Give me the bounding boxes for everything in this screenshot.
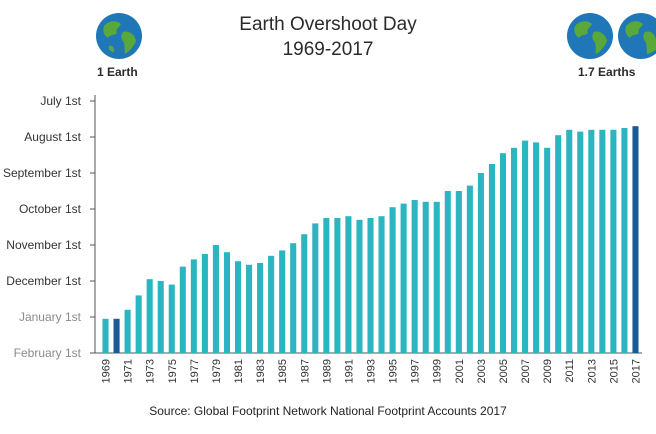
bar	[488, 164, 495, 353]
bar	[124, 309, 131, 353]
y-tick-label: December 1st	[6, 274, 81, 288]
bar	[477, 173, 484, 353]
bar	[312, 223, 319, 353]
bar	[102, 318, 109, 353]
x-tick-label: 2007	[520, 359, 532, 383]
bar	[566, 129, 573, 353]
bar	[113, 318, 120, 353]
y-tick-label: November 1st	[6, 238, 81, 252]
bar	[323, 218, 330, 353]
x-tick-label: 2001	[454, 359, 466, 383]
source-note: Source: Global Footprint Network Nationa…	[149, 404, 507, 418]
bar	[632, 126, 639, 353]
y-tick-label: October 1st	[19, 202, 82, 216]
y-tick-label: August 1st	[24, 130, 81, 144]
y-tick-label: July 1st	[40, 94, 81, 108]
x-tick-label: 1971	[123, 359, 135, 383]
title-line-1: Earth Overshoot Day	[239, 14, 417, 35]
bar	[179, 266, 186, 353]
bar	[201, 254, 208, 353]
x-tick-label: 1999	[432, 359, 444, 383]
bar	[422, 201, 429, 353]
x-tick-label: 2003	[476, 359, 488, 383]
x-tick-label: 2011	[564, 359, 576, 383]
one-point-seven-earths-label: 1.7 Earths	[578, 65, 636, 79]
bar	[610, 129, 617, 353]
x-tick-label: 1973	[145, 359, 157, 383]
bar	[455, 191, 462, 353]
x-tick-label: 1981	[233, 359, 245, 383]
bar	[279, 250, 286, 353]
bar	[257, 263, 264, 353]
x-tick-label: 1991	[343, 359, 355, 383]
x-tick-label: 2017	[630, 359, 642, 383]
bar	[356, 219, 363, 353]
x-tick-label: 1983	[255, 359, 267, 383]
bar	[400, 203, 407, 353]
bar	[555, 135, 562, 353]
x-tick-label: 1985	[277, 359, 289, 383]
bar	[212, 245, 219, 353]
bar	[533, 142, 540, 353]
bar	[577, 131, 584, 353]
bar	[433, 201, 440, 353]
bar	[146, 279, 153, 353]
x-tick-label: 2009	[542, 359, 554, 383]
bar	[157, 281, 164, 353]
x-tick-label: 1979	[211, 359, 223, 383]
x-tick-label: 2005	[498, 359, 510, 383]
earth-globe-icon	[96, 13, 142, 59]
bar	[223, 252, 231, 353]
bar	[301, 234, 308, 353]
bar	[444, 191, 451, 353]
bar	[290, 243, 297, 353]
y-tick-label: January 1st	[19, 310, 82, 324]
bar	[621, 128, 628, 353]
x-tick-label: 1997	[410, 359, 422, 383]
bar	[389, 207, 396, 353]
title-line-2: 1969-2017	[282, 39, 374, 60]
bar	[168, 284, 175, 353]
chart-title: Earth Overshoot Day 1969-2017	[0, 12, 656, 62]
bar	[345, 216, 352, 353]
bar	[378, 216, 385, 353]
x-tick-label: 1977	[189, 359, 201, 383]
x-tick-label: 1987	[299, 359, 311, 383]
x-tick-label: 1969	[101, 359, 113, 383]
bar	[135, 295, 142, 353]
bar	[234, 261, 242, 353]
bar	[510, 147, 518, 353]
bar	[411, 200, 418, 353]
x-tick-label: 2015	[608, 359, 620, 383]
bar	[334, 218, 341, 353]
x-tick-label: 1989	[321, 359, 333, 383]
bar	[499, 153, 507, 353]
x-tick-label: 1993	[366, 359, 378, 383]
bar	[367, 218, 374, 353]
one-earth-label: 1 Earth	[97, 65, 138, 79]
bar	[599, 129, 606, 353]
x-tick-label: 1995	[388, 359, 400, 383]
y-tick-label: February 1st	[14, 346, 82, 360]
bar	[268, 255, 275, 353]
bar	[588, 129, 595, 353]
two-earth-globes-icon	[567, 13, 656, 59]
bar	[544, 147, 551, 353]
x-tick-label: 2013	[586, 359, 598, 383]
x-tick-label: 1975	[167, 359, 179, 383]
bar	[246, 264, 253, 353]
bar	[190, 259, 197, 353]
bar	[466, 185, 473, 353]
y-tick-label: September 1st	[3, 166, 82, 180]
bar	[522, 140, 529, 353]
